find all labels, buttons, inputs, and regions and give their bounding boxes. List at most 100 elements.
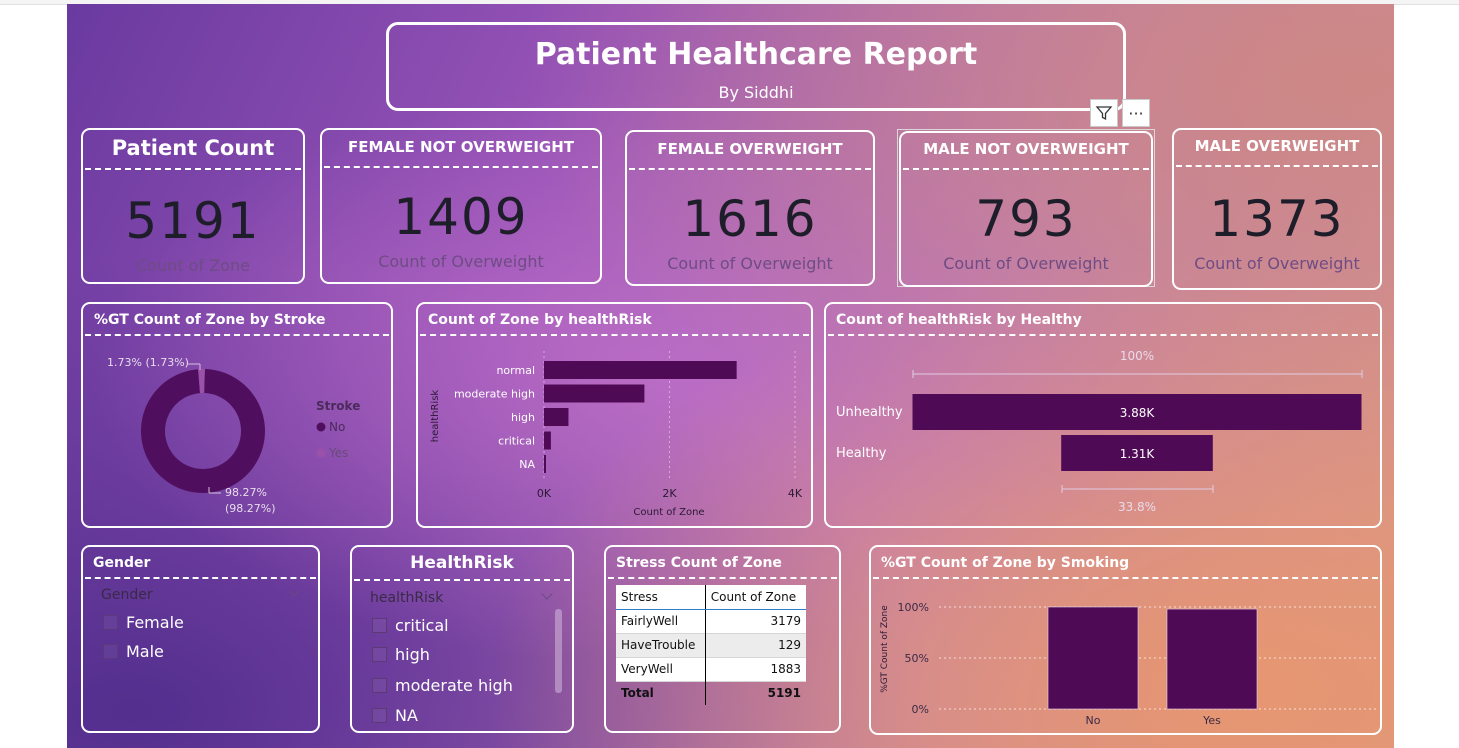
legend-dot-no [316,422,326,432]
legend-dot-yes [316,448,326,458]
gender-slicer-card: Gender Gender Female Male [81,545,320,733]
category-label: Yes [1202,714,1221,727]
kpi-sublabel: Count of Overweight [378,252,544,271]
stroke-no-label: 98.27% [225,486,267,499]
visual-header: ··· [1090,99,1150,127]
table-row: FairlyWell 3179 [616,609,806,633]
table-header-row: Stress Count of Zone [616,585,806,610]
smoking-column-card: %GT Count of Zone by Smoking 100% 50% 0% N… [869,545,1382,735]
checkbox[interactable] [372,618,387,633]
funnel-bar-healthy[interactable] [1061,435,1213,471]
donut-slice-yes[interactable] [198,369,205,394]
bar-normal[interactable] [544,361,737,379]
category-label: No [1086,714,1101,727]
checkbox[interactable] [103,644,118,659]
checkbox[interactable] [372,647,387,662]
kpi-label: FEMALE NOT OVERWEIGHT [347,138,575,156]
checkbox[interactable] [103,615,118,630]
funnel-top-label: 100% [1120,349,1154,363]
table-cell: 1883 [704,657,806,681]
option-label: Female [126,613,184,632]
funnel-bar-unhealthy[interactable] [912,394,1362,430]
data-label: 1.31K [1120,447,1156,461]
y-tick-label: 50% [905,652,929,665]
bar-high[interactable] [544,408,569,426]
gender-option-male[interactable]: Male [103,642,164,661]
donut-slice-no[interactable] [141,369,265,493]
kpi-label: FEMALE OVERWEIGHT [657,140,843,158]
visual-title: HealthRisk [410,553,514,573]
donut-group [141,369,265,493]
kpi-value: 5191 [125,192,261,250]
kpi-value: 1409 [393,188,529,246]
healthrisk-bar-card: Count of Zone by healthRisk normal modera… [416,302,813,528]
table-cell: VeryWell [621,662,673,676]
healthrisk-option-high[interactable]: high [372,645,430,664]
bar-critical[interactable] [544,431,551,450]
category-label: moderate high [454,388,535,401]
chevron-down-icon[interactable] [288,585,300,597]
funnel-bottom-label: 33.8% [1118,500,1156,514]
healthrisk-slicer-card: HealthRisk healthRisk critical high mode… [350,545,574,733]
gender-option-female[interactable]: Female [103,613,184,632]
stress-table: Stress Count of Zone FairlyWell 3179 Hav… [616,585,806,705]
report-title: Patient Healthcare Report [534,37,978,72]
report-title-card: Patient Healthcare Report By Siddhi [386,22,1126,111]
more-options-icon[interactable]: ··· [1122,99,1150,127]
category-label: NA [519,458,535,471]
stroke-legend-title: Stroke [316,399,360,413]
table-row: VeryWell 1883 [616,657,806,681]
visual-title: Stress Count of Zone [616,555,782,571]
stroke-donut-svg: 1.73% (1.73%) 98.27% (98.27%) Stroke No … [107,356,360,515]
healthrisk-xaxis-title: Count of Zone [633,507,704,518]
checkbox[interactable] [372,708,387,723]
chevron-down-icon[interactable] [541,588,553,600]
legend-no[interactable]: No [329,420,345,434]
healthrisk-option-na[interactable]: NA [372,706,418,725]
kpi-label: MALE OVERWEIGHT [1194,137,1360,155]
column-header[interactable]: Count of Zone [704,585,806,610]
kpi-sublabel: Count of Overweight [667,254,833,273]
stroke-yes-label: 1.73% (1.73%) [107,356,189,369]
kpi-card-patient-count: Patient Count 5191 Count of Zone [81,128,305,284]
category-label: critical [498,435,535,448]
kpi-card-male-overweight: MALE OVERWEIGHT 1373 Count of Overweight [1172,128,1382,290]
kpi-value: 793 [975,190,1077,248]
column-yes[interactable] [1166,608,1258,710]
healthrisk-option-critical[interactable]: critical [372,616,449,635]
table-total-row: Total 5191 [616,681,806,705]
filter-icon[interactable] [1090,99,1118,127]
gender-slicer-header[interactable]: Gender [101,587,153,603]
category-label: Healthy [836,446,887,461]
slicer-scrollbar[interactable] [555,609,562,693]
category-label: Unhealthy [836,405,903,420]
option-label: high [395,645,430,664]
bar-NA[interactable] [544,455,546,473]
kpi-card-female-overweight: FEMALE OVERWEIGHT 1616 Count of Overweig… [625,130,875,286]
kpi-card-male-not-overweight[interactable]: MALE NOT OVERWEIGHT 793 Count of Overwei… [899,131,1153,287]
kpi-sublabel: Count of Overweight [943,254,1109,273]
visual-title: Gender [93,555,151,571]
column-no[interactable] [1047,606,1139,710]
option-label: Male [126,642,164,661]
visual-title: %GT Count of Zone by Stroke [94,312,326,328]
kpi-sublabel: Count of Zone [136,256,250,275]
option-label: moderate high [395,676,513,695]
bar-moderate-high[interactable] [544,384,645,403]
stress-table-card: Stress Count of Zone Stress Count of Zon… [604,545,841,733]
option-label: critical [395,616,449,635]
table-row: HaveTrouble 129 [616,633,806,657]
visual-title: Count of Zone by healthRisk [428,312,652,328]
table-cell: 129 [704,633,806,657]
kpi-label: MALE NOT OVERWEIGHT [923,140,1129,158]
visual-title: %GT Count of Zone by Smoking [881,555,1130,571]
table-total-value: 5191 [704,681,806,705]
checkbox[interactable] [372,678,387,693]
healthrisk-option-moderate-high[interactable]: moderate high [372,676,513,695]
category-label: high [511,411,535,424]
column-header[interactable]: Stress [616,585,706,610]
legend-yes[interactable]: Yes [328,446,348,460]
table-cell: 3179 [704,609,806,633]
x-tick-label: 0K [537,487,552,500]
healthrisk-slicer-header[interactable]: healthRisk [370,590,444,606]
